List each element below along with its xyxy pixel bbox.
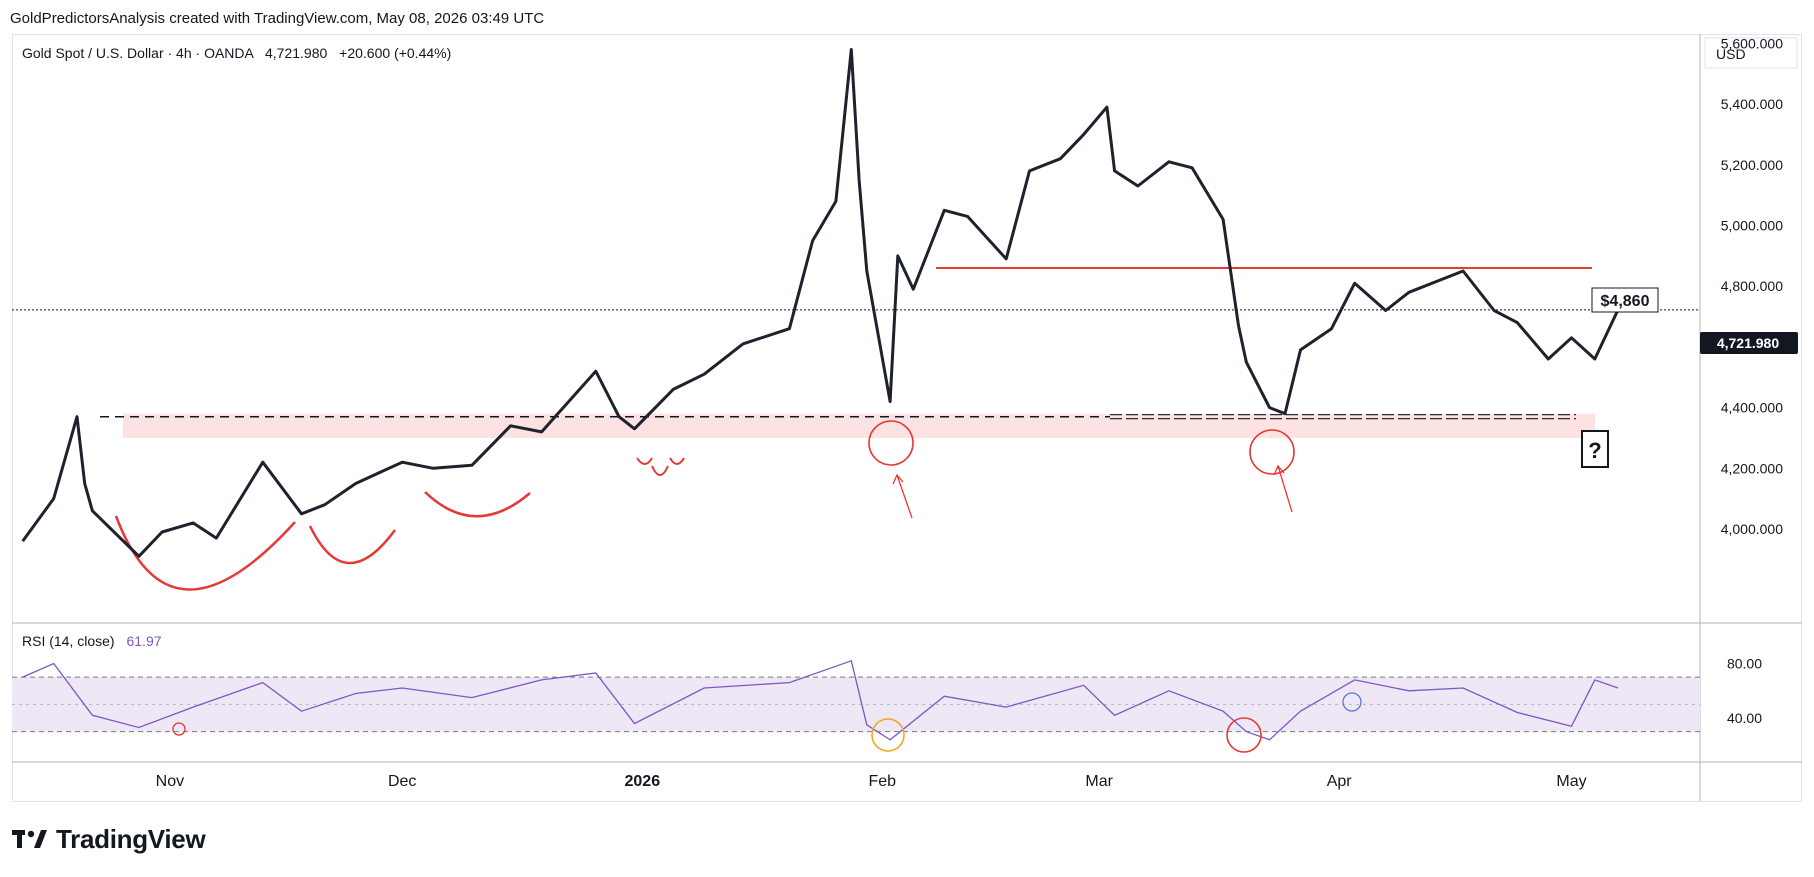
time-axis-label: 2026 xyxy=(625,773,661,790)
small-bottom-arc-2 xyxy=(651,465,669,476)
support-zone xyxy=(123,413,1595,438)
low-circle-feb xyxy=(868,420,914,466)
time-axis-label: Feb xyxy=(869,773,897,790)
currency-box[interactable] xyxy=(1704,37,1798,69)
rsi-tick-label: 40.00 xyxy=(1727,710,1762,726)
symbol-legend: Gold Spot / U.S. Dollar · 4h · OANDA 4,7… xyxy=(22,45,451,61)
rsi-value: 61.97 xyxy=(126,633,161,649)
time-axis-label: Mar xyxy=(1085,773,1113,790)
price-series-line[interactable] xyxy=(21,48,1620,558)
price-tick-label: 5,600.000 xyxy=(1721,35,1783,51)
price-tick-label: 4,400.000 xyxy=(1721,400,1783,416)
chart-credit: GoldPredictorsAnalysis created with Trad… xyxy=(10,10,545,27)
time-axis-label: Dec xyxy=(388,773,416,790)
tradingview-brand[interactable]: TradingView xyxy=(12,822,206,856)
rounded-bottom-arc-2 xyxy=(308,525,397,565)
currency-label: USD xyxy=(1716,46,1746,62)
rsi-axis-ticks: 80.00 40.00 xyxy=(1727,656,1762,727)
question-mark: ? xyxy=(1588,438,1601,463)
rsi-series-line[interactable] xyxy=(22,659,1619,741)
price-tick-label: 5,400.000 xyxy=(1721,96,1783,112)
question-box xyxy=(1581,430,1609,468)
small-bottom-arc-1 xyxy=(636,457,653,465)
last-price-value: 4,721.980 xyxy=(265,45,327,61)
last-price-badge-text: 4,721.980 xyxy=(1717,335,1779,351)
resistance-label-box xyxy=(1591,287,1659,313)
rounded-bottom-arc-3 xyxy=(424,491,531,518)
price-tick-label: 4,800.000 xyxy=(1721,278,1783,294)
price-tick-label: 4,000.000 xyxy=(1721,521,1783,537)
price-tick-label: 5,000.000 xyxy=(1721,218,1783,234)
price-change-value: +20.600 (+0.44%) xyxy=(339,45,451,61)
rsi-marker-mar xyxy=(1226,717,1262,753)
symbol-name: Gold Spot / U.S. Dollar · 4h · OANDA xyxy=(22,45,255,61)
low-circle-mar xyxy=(1249,429,1295,475)
arrow-feb xyxy=(892,473,913,519)
tradingview-logo-icon xyxy=(12,830,47,848)
chart-frame xyxy=(12,34,1802,802)
time-axis-label: Nov xyxy=(156,773,184,790)
rsi-marker-feb xyxy=(871,718,905,752)
rsi-marker-nov xyxy=(172,722,186,736)
price-tick-label: 5,200.000 xyxy=(1721,157,1783,173)
time-axis: Nov Dec 2026 Feb Mar Apr May xyxy=(156,773,1587,790)
time-axis-label: May xyxy=(1556,773,1586,790)
rsi-marker-apr xyxy=(1342,692,1362,712)
rsi-legend: RSI (14, close) 61.97 xyxy=(22,633,162,649)
rsi-tick-label: 80.00 xyxy=(1727,656,1762,672)
arrow-mar xyxy=(1273,464,1293,513)
time-axis-label: Apr xyxy=(1327,773,1353,790)
price-tick-label: 4,200.000 xyxy=(1721,460,1783,476)
resistance-label: $4,860 xyxy=(1601,293,1650,310)
tradingview-wordmark: TradingView xyxy=(56,823,206,854)
rsi-label: RSI (14, close) xyxy=(22,633,115,649)
small-bottom-arc-3 xyxy=(669,457,685,465)
last-price-badge xyxy=(1700,332,1798,354)
price-axis-ticks: 5,600.000 5,400.000 5,200.000 5,000.000 4,80… xyxy=(1721,35,1783,537)
